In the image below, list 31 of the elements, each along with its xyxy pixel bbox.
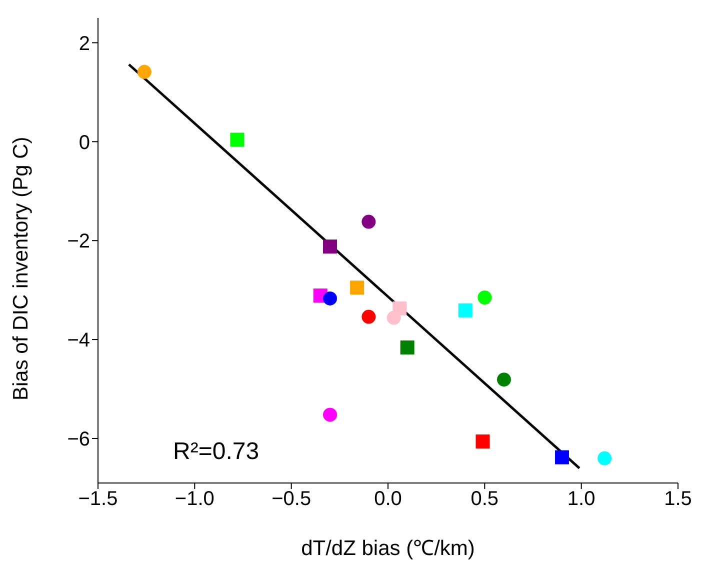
point xyxy=(386,310,401,325)
y-tick-label: −2 xyxy=(67,230,90,253)
point xyxy=(323,291,337,306)
x-tick-label: −1.0 xyxy=(174,488,214,510)
y-tick-label: 0 xyxy=(78,132,90,154)
point xyxy=(137,64,152,79)
x-tick-label: 0.5 xyxy=(470,488,499,510)
y-tick-label: −6 xyxy=(67,428,90,451)
y-tick-label: 2 xyxy=(78,32,90,55)
y-axis-title: Bias of DIC inventory (Pg C) xyxy=(9,136,32,400)
point xyxy=(476,434,490,448)
point xyxy=(478,290,492,304)
point xyxy=(458,303,472,318)
x-tick-label: 1.0 xyxy=(567,488,596,510)
x-tick-label: 0.0 xyxy=(374,488,402,510)
point xyxy=(362,214,376,229)
point xyxy=(400,340,414,354)
x-tick-label: −1.5 xyxy=(78,488,118,510)
point xyxy=(598,451,612,466)
point xyxy=(350,280,364,295)
point xyxy=(323,240,337,254)
x-tick-label: 1.5 xyxy=(664,488,692,510)
point xyxy=(323,408,337,422)
point xyxy=(362,310,376,324)
x-axis-title: dT/dZ bias (℃/km) xyxy=(301,537,475,560)
annotation: R²=0.73 xyxy=(173,438,260,466)
point xyxy=(555,450,569,464)
point xyxy=(497,372,511,387)
x-tick-label: −0.5 xyxy=(272,488,312,510)
y-tick-label: −4 xyxy=(67,330,90,352)
point xyxy=(230,132,244,147)
